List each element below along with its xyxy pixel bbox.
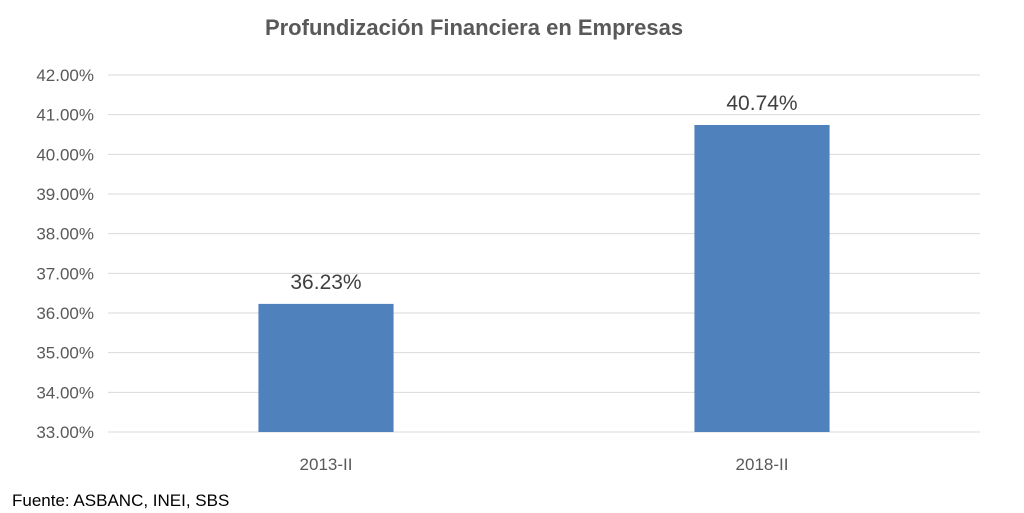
data-label-2013-II: 36.23%: [290, 271, 361, 294]
bars: [258, 124, 830, 432]
gridlines: [108, 74, 980, 433]
y-tick-label: 40.00%: [36, 145, 94, 164]
y-tick-label: 38.00%: [36, 225, 94, 244]
data-label-2018-II: 40.74%: [726, 92, 797, 115]
x-axis-ticks: 2013-II 2018-II: [300, 455, 789, 474]
y-tick-label: 34.00%: [36, 383, 94, 402]
y-tick-label: 37.00%: [36, 264, 94, 283]
x-tick-label: 2018-II: [736, 455, 789, 474]
y-tick-label: 42.00%: [36, 66, 94, 85]
y-tick-label: 36.00%: [36, 304, 94, 323]
source-note: Fuente: ASBANC, INEI, SBS: [12, 491, 229, 510]
x-tick-label: 2013-II: [300, 455, 353, 474]
y-tick-label: 39.00%: [36, 185, 94, 204]
y-axis-ticks: 33.00% 34.00% 35.00% 36.00% 37.00% 38.00% 39.0…: [36, 66, 94, 442]
y-tick-label: 35.00%: [36, 344, 94, 363]
chart-title: Profundización Financiera en Empresas: [265, 15, 683, 40]
bar-2018-II: [694, 124, 830, 432]
y-tick-label: 33.00%: [36, 423, 94, 442]
bar-2013-II: [258, 303, 394, 432]
data-labels: 36.23% 40.74%: [290, 92, 797, 294]
y-tick-label: 41.00%: [36, 106, 94, 125]
